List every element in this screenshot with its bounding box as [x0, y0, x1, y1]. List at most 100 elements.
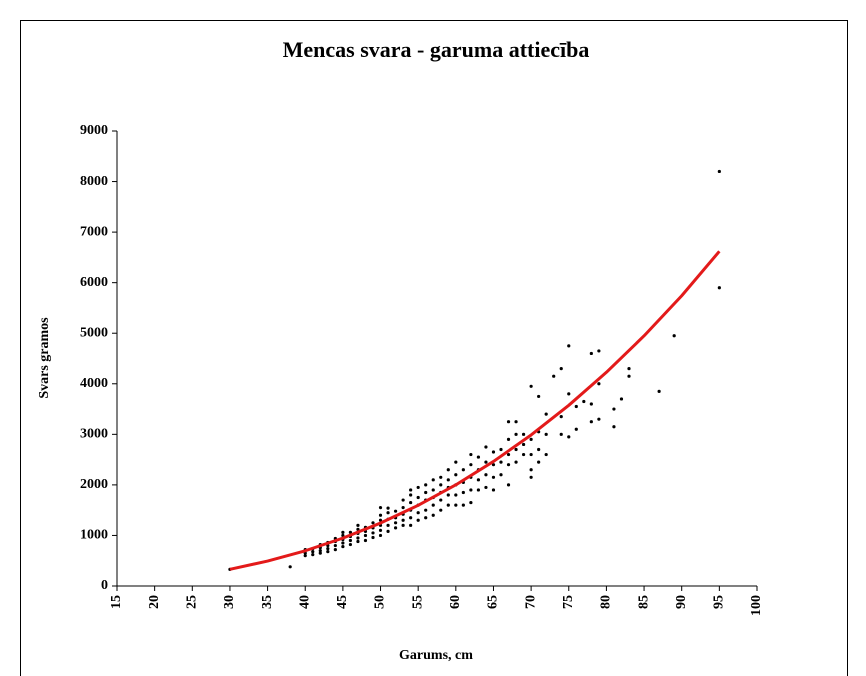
data-point	[529, 452, 533, 457]
trend-line	[229, 250, 721, 571]
data-point	[597, 382, 601, 386]
x-tick-label: 30	[222, 595, 237, 609]
data-point	[409, 500, 413, 505]
x-tick-label: 75	[561, 595, 576, 609]
x-tick-label: 15	[109, 595, 124, 609]
data-point	[416, 511, 420, 515]
data-point	[469, 452, 473, 457]
data-point	[386, 529, 390, 534]
data-point	[469, 488, 473, 492]
data-point	[326, 546, 330, 551]
x-tick-label: 100	[749, 595, 764, 616]
data-point	[597, 417, 601, 421]
data-point	[356, 539, 360, 544]
data-point	[371, 535, 375, 540]
data-point	[363, 533, 368, 538]
data-point	[627, 374, 631, 378]
data-point	[439, 475, 443, 479]
y-axis-label: Svars gramos	[37, 317, 52, 399]
data-point	[597, 349, 601, 353]
data-point	[416, 518, 420, 522]
data-point	[431, 488, 435, 492]
y-tick-label: 2000	[80, 477, 108, 492]
data-point	[499, 460, 503, 464]
data-point	[514, 420, 518, 424]
data-point	[537, 394, 541, 399]
data-point	[348, 538, 353, 543]
data-point	[341, 541, 345, 545]
data-point	[401, 498, 405, 502]
x-tick-label: 60	[448, 595, 463, 609]
data-point	[589, 402, 593, 406]
data-point	[333, 548, 337, 552]
data-point	[476, 488, 481, 492]
data-point	[672, 334, 676, 338]
data-point	[311, 553, 315, 557]
data-point	[424, 483, 428, 487]
data-point	[559, 432, 563, 436]
data-point	[318, 549, 322, 553]
data-point	[461, 468, 465, 472]
data-point	[461, 503, 465, 507]
data-point	[506, 483, 511, 487]
data-point	[431, 503, 435, 507]
data-point	[657, 389, 661, 393]
data-point	[559, 415, 563, 419]
data-point	[491, 488, 496, 492]
data-point	[446, 478, 450, 482]
data-point	[401, 523, 405, 527]
data-point	[589, 351, 593, 356]
data-point	[378, 533, 383, 538]
data-point	[717, 286, 721, 290]
data-point	[491, 463, 496, 467]
y-tick-label: 9000	[80, 123, 108, 138]
x-tick-label: 55	[410, 595, 425, 609]
data-point	[446, 468, 450, 472]
data-point	[521, 442, 526, 447]
x-tick-label: 40	[297, 595, 312, 609]
data-point	[491, 450, 496, 454]
data-point	[469, 500, 473, 505]
data-point	[499, 473, 503, 477]
data-point	[529, 475, 533, 479]
data-point	[537, 460, 541, 464]
data-point	[424, 490, 428, 495]
y-tick-label: 3000	[80, 427, 108, 442]
data-point	[356, 536, 360, 540]
data-point	[567, 392, 571, 396]
data-point	[619, 397, 624, 401]
data-point	[544, 452, 548, 457]
data-point	[461, 490, 465, 495]
data-point	[409, 493, 413, 497]
data-point	[424, 508, 428, 512]
data-point	[529, 468, 533, 472]
data-point	[529, 437, 533, 441]
data-point	[409, 523, 413, 527]
data-point	[514, 432, 518, 436]
data-point	[341, 544, 345, 549]
x-tick-label: 65	[486, 595, 501, 609]
x-tick-label: 90	[674, 595, 689, 609]
y-tick-label: 8000	[80, 174, 108, 189]
data-point	[439, 498, 443, 502]
data-point	[514, 447, 518, 452]
data-point	[559, 367, 563, 371]
data-point	[476, 455, 481, 459]
data-point	[409, 516, 413, 520]
data-point	[589, 420, 593, 424]
y-tick-label: 1000	[80, 528, 108, 543]
data-point	[491, 475, 496, 479]
data-point	[521, 432, 526, 436]
data-point	[386, 523, 390, 527]
data-point	[431, 478, 435, 482]
data-point	[612, 425, 616, 429]
data-point	[537, 447, 541, 452]
data-point	[416, 495, 420, 500]
data-point	[476, 478, 481, 482]
x-tick-label: 85	[636, 595, 651, 609]
data-point	[552, 374, 556, 378]
data-point	[378, 528, 383, 532]
x-tick-label: 20	[147, 595, 162, 609]
